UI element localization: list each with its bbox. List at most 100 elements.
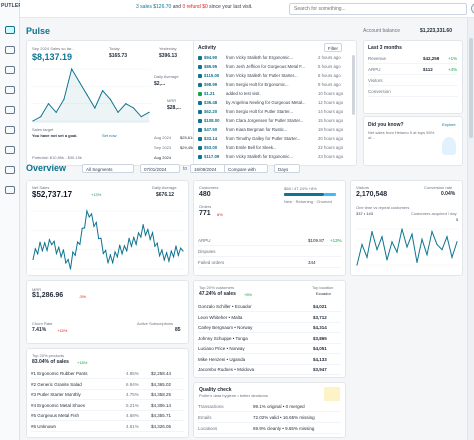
- data-point[interactable]: [65, 262, 67, 264]
- activity-item[interactable]: $33.14 from Timothy Galley for Putler Sta…: [198, 136, 348, 145]
- customers-nav-icon[interactable]: [5, 66, 15, 74]
- product-row[interactable]: #1 Ergonomic Rubber Pants 4.85% $2,258.44: [31, 370, 184, 379]
- data-point[interactable]: [391, 241, 393, 243]
- data-point[interactable]: [180, 247, 182, 249]
- data-point[interactable]: [78, 81, 80, 83]
- activity-item[interactable]: $62.20 from Sergio Holt for Putler Starte…: [198, 109, 348, 118]
- data-point[interactable]: [100, 237, 102, 239]
- top-customer-row[interactable]: Jacombo Rudnes • Moldova $3,947: [198, 366, 341, 375]
- set-goal-link[interactable]: Set now: [102, 133, 117, 138]
- data-point[interactable]: [93, 225, 95, 227]
- data-point[interactable]: [119, 244, 121, 246]
- products-nav-icon[interactable]: [5, 86, 15, 94]
- data-point[interactable]: [416, 261, 418, 264]
- data-point[interactable]: [441, 248, 443, 251]
- data-point[interactable]: [95, 221, 97, 224]
- data-point[interactable]: [144, 234, 147, 236]
- data-point[interactable]: [60, 256, 62, 258]
- top-customer-row[interactable]: Carley Bergnaum • Norway $4,314: [198, 324, 341, 333]
- data-point[interactable]: [71, 68, 73, 70]
- activity-item[interactable]: $86.95 from Josh Jeffrion for Gorgeous Me…: [198, 64, 348, 73]
- data-point[interactable]: [154, 245, 156, 247]
- segment-select[interactable]: All Segments: [82, 164, 134, 173]
- data-point[interactable]: [109, 254, 111, 256]
- data-point[interactable]: [86, 210, 88, 212]
- top-customer-row[interactable]: Johnny Schuppe • Tonga $3,865: [198, 335, 341, 344]
- data-point[interactable]: [140, 116, 142, 118]
- data-point[interactable]: [40, 116, 42, 118]
- pulse-nav-icon[interactable]: [5, 26, 15, 34]
- data-point[interactable]: [63, 98, 65, 100]
- data-point[interactable]: [34, 248, 36, 250]
- activity-item[interactable]: $36.48 by Angelina Neeling for Gorgeous M…: [198, 100, 348, 109]
- data-point[interactable]: [130, 245, 133, 247]
- activity-item[interactable]: $53.00 from Emile Bell for Sleek... 22 hou…: [198, 145, 348, 154]
- data-point[interactable]: [456, 241, 458, 243]
- product-row[interactable]: #2 Generic Granite Salad 6.94% $4,365.02: [31, 381, 184, 390]
- data-point[interactable]: [182, 250, 184, 252]
- data-point[interactable]: [32, 258, 34, 261]
- data-point[interactable]: [46, 249, 48, 252]
- data-point[interactable]: [86, 94, 88, 96]
- data-point[interactable]: [41, 250, 43, 252]
- data-point[interactable]: [132, 107, 135, 109]
- data-point[interactable]: [135, 243, 137, 245]
- data-point[interactable]: [165, 252, 168, 254]
- audience-nav-icon[interactable]: [5, 146, 15, 154]
- data-point[interactable]: [149, 238, 151, 240]
- top-customer-row[interactable]: Mike Henzeni • Uganda $4,133: [198, 356, 341, 365]
- activity-item[interactable]: $117.09 from Vicky Stalleth for Ergonomic…: [198, 154, 348, 163]
- data-point[interactable]: [107, 262, 109, 264]
- data-point[interactable]: [406, 246, 408, 248]
- explore-link[interactable]: Explore: [442, 122, 456, 127]
- activity-filter-button[interactable]: Filter: [324, 43, 342, 52]
- data-point[interactable]: [114, 251, 116, 253]
- data-point[interactable]: [168, 260, 170, 262]
- data-point[interactable]: [109, 98, 111, 100]
- data-point[interactable]: [98, 237, 100, 240]
- data-point[interactable]: [170, 250, 172, 252]
- product-row[interactable]: #5 Gorgeous Metal Fish 4.68% $4,355.71: [31, 412, 184, 421]
- transactions-nav-icon[interactable]: [5, 126, 15, 134]
- data-point[interactable]: [81, 227, 83, 229]
- time-machine-nav-icon[interactable]: [5, 186, 15, 194]
- data-point[interactable]: [83, 227, 86, 229]
- data-point[interactable]: [163, 259, 165, 261]
- data-point[interactable]: [356, 264, 358, 266]
- top-customer-row[interactable]: Leon Whiteher • Malta $3,712: [198, 314, 341, 323]
- data-point[interactable]: [396, 251, 398, 253]
- data-point[interactable]: [117, 111, 119, 113]
- data-point[interactable]: [431, 230, 433, 233]
- data-point[interactable]: [53, 240, 55, 242]
- top-customer-row[interactable]: Luciano Price • Norway $4,051: [198, 345, 341, 354]
- activity-item[interactable]: $108.00 from Clara Jorgensen for Putler S…: [198, 118, 348, 127]
- date-from-input[interactable]: 07/01/2024: [140, 164, 180, 173]
- data-point[interactable]: [156, 242, 158, 244]
- activity-item[interactable]: $1.21 added to test visit. 10 hours ago: [198, 91, 348, 100]
- data-point[interactable]: [142, 224, 144, 226]
- search-input[interactable]: [289, 3, 467, 15]
- data-point[interactable]: [74, 254, 76, 256]
- insights-nav-icon[interactable]: [5, 166, 15, 174]
- data-point[interactable]: [140, 236, 142, 238]
- app-logo[interactable]: PUTLER: [1, 3, 23, 9]
- data-point[interactable]: [158, 255, 161, 257]
- data-point[interactable]: [47, 103, 50, 105]
- data-point[interactable]: [451, 256, 453, 258]
- data-point[interactable]: [102, 252, 104, 255]
- data-point[interactable]: [161, 249, 163, 251]
- data-point[interactable]: [436, 243, 438, 246]
- sales-nav-icon[interactable]: [5, 46, 15, 54]
- data-point[interactable]: [32, 120, 34, 122]
- data-point[interactable]: [411, 233, 413, 235]
- subscriptions-nav-icon[interactable]: [5, 106, 15, 114]
- data-point[interactable]: [79, 243, 81, 245]
- data-point[interactable]: [381, 236, 383, 238]
- data-point[interactable]: [55, 252, 58, 255]
- activity-item[interactable]: $47.50 from Kiara Bergman for Rustic... 18…: [198, 127, 348, 136]
- data-point[interactable]: [94, 107, 96, 109]
- page-scrollbar[interactable]: [467, 18, 474, 440]
- data-point[interactable]: [69, 268, 72, 270]
- data-point[interactable]: [39, 241, 41, 243]
- data-point[interactable]: [102, 90, 104, 92]
